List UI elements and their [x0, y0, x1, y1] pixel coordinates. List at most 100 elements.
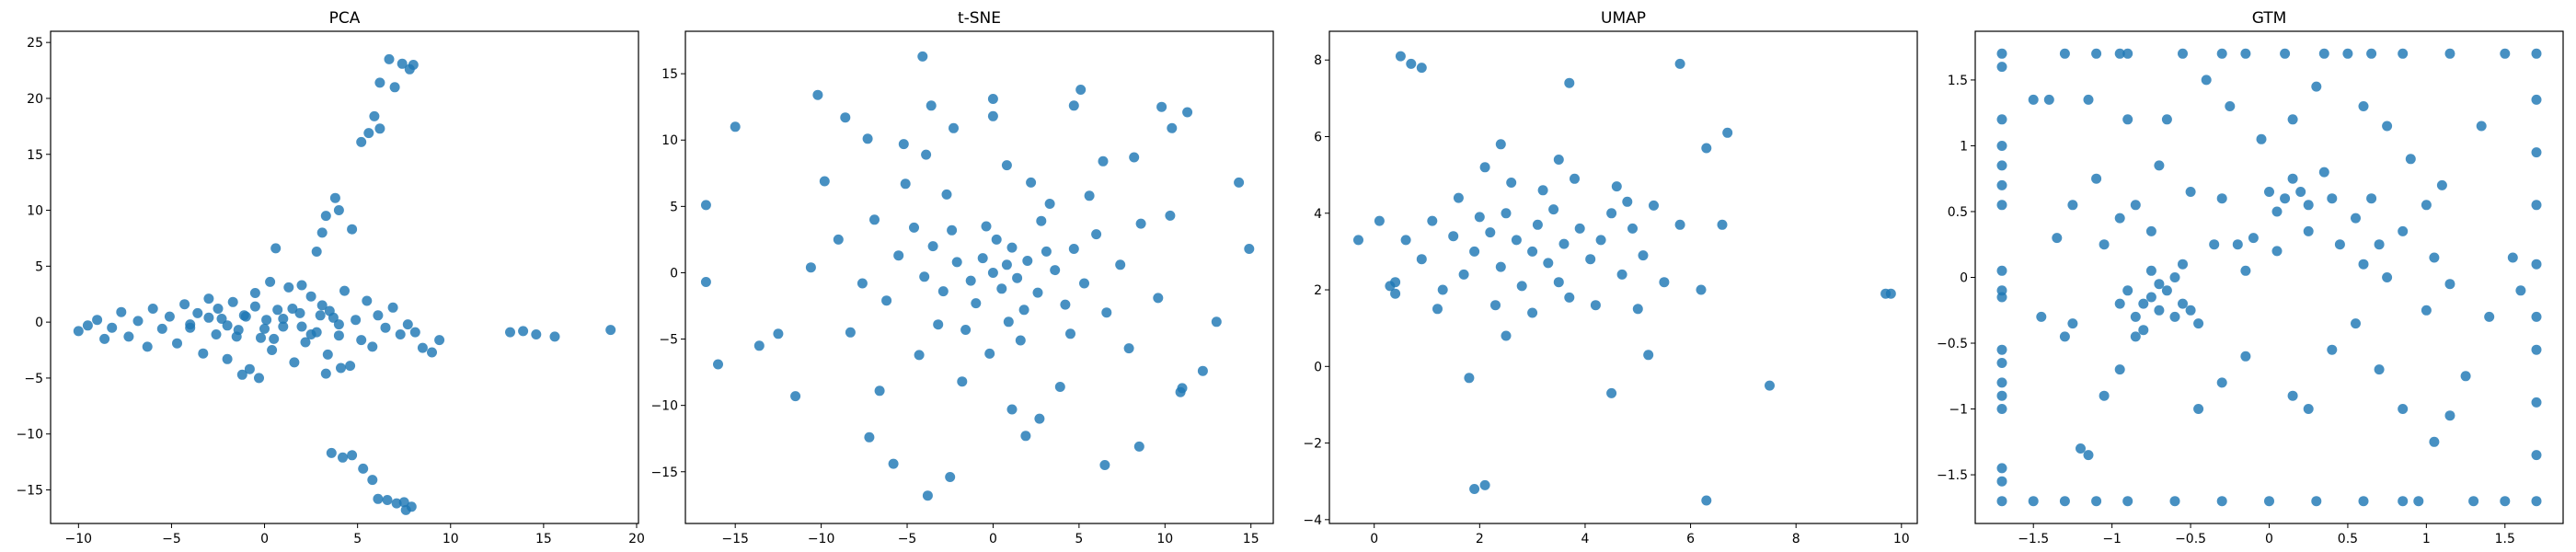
scatter-point	[2295, 187, 2306, 197]
scatter-point	[1022, 256, 1033, 266]
scatter-point	[296, 321, 307, 332]
scatter-point	[1590, 300, 1601, 311]
scatter-point	[1564, 292, 1575, 303]
scatter-point	[833, 234, 844, 245]
y-tick-label: 15	[661, 67, 678, 82]
scatter-point	[2028, 496, 2039, 507]
scatter-point	[971, 298, 982, 309]
scatter-point	[1495, 261, 1506, 272]
scatter-point	[249, 301, 260, 312]
scatter-point	[864, 431, 875, 443]
scatter-point	[132, 316, 144, 327]
y-tick-label: 10	[27, 204, 43, 219]
scatter-point	[1606, 208, 1617, 219]
scatter-point	[951, 257, 962, 268]
scatter-point	[2342, 48, 2353, 59]
x-tick-label: 10	[1893, 532, 1910, 546]
scatter-point	[311, 247, 322, 257]
scatter-point	[2413, 496, 2424, 507]
scatter-point	[395, 329, 406, 339]
scatter-point	[1511, 235, 1522, 246]
scatter-point	[2366, 193, 2377, 204]
x-tick-label: 10	[443, 532, 459, 546]
scatter-point	[1084, 190, 1095, 201]
scatter-point	[254, 373, 264, 384]
scatter-point	[211, 329, 222, 339]
scatter-point	[2280, 48, 2291, 59]
scatter-point	[2138, 298, 2149, 309]
scatter-point	[1001, 259, 1012, 270]
axes-frame	[1974, 30, 2564, 524]
scatter-point	[700, 277, 711, 287]
scatter-point	[2154, 160, 2165, 171]
scatter-point	[363, 128, 374, 139]
scatter-point	[358, 463, 369, 474]
scatter-point	[1065, 328, 1075, 339]
scatter-point	[2130, 200, 2141, 211]
scatter-point	[1133, 441, 1144, 452]
scatter-point	[369, 110, 380, 121]
scatter-point	[374, 77, 385, 88]
scatter-point	[1659, 277, 1670, 288]
scatter-point	[1485, 227, 1496, 238]
scatter-point	[2216, 193, 2227, 204]
scatter-point	[1395, 51, 1406, 62]
scatter-point	[2122, 285, 2133, 296]
scatter-point	[2436, 179, 2447, 190]
scatter-point	[812, 89, 823, 100]
axes-frame	[684, 30, 1274, 524]
scatter-point	[1996, 62, 2007, 73]
scatter-point	[2303, 225, 2314, 236]
scatter-point	[2059, 331, 2070, 342]
scatter-point	[1129, 152, 1140, 163]
scatter-point	[265, 276, 276, 287]
scatter-point	[427, 347, 437, 358]
scatter-point	[216, 314, 227, 324]
scatter-point	[333, 205, 344, 215]
scatter-point	[987, 268, 998, 278]
y-tick-label: 6	[1314, 130, 1322, 144]
scatter-point	[1054, 382, 1065, 392]
scatter-point	[2366, 48, 2377, 59]
scatter-point	[2145, 225, 2156, 236]
scatter-point	[1996, 377, 2007, 388]
scatter-point	[2358, 101, 2369, 111]
points-group	[1996, 48, 2542, 507]
scatter-point	[2271, 246, 2283, 257]
scatter-point	[2303, 200, 2314, 211]
scatter-point	[2114, 213, 2125, 224]
x-tick-label: −1.5	[2018, 532, 2049, 546]
scatter-point	[409, 327, 420, 338]
scatter-point	[2303, 404, 2314, 414]
scatter-point	[926, 100, 937, 111]
scatter-point	[2351, 213, 2361, 224]
scatter-point	[2114, 48, 2125, 59]
scatter-point	[1385, 281, 1396, 292]
scatter-point	[278, 321, 289, 332]
scatter-point	[289, 357, 300, 368]
x-tick-label: 1	[2422, 532, 2431, 546]
chart-title: PCA	[329, 9, 361, 28]
scatter-point	[107, 322, 118, 333]
scatter-point	[305, 329, 316, 339]
scatter-point	[192, 307, 203, 318]
scatter-point	[1996, 48, 2007, 59]
scatter-point	[1996, 200, 2007, 211]
scatter-point	[351, 315, 362, 326]
scatter-point	[296, 280, 307, 291]
scatter-point	[2468, 496, 2479, 507]
scatter-point	[402, 319, 413, 330]
scatter-point	[1099, 460, 1110, 470]
scatter-point	[164, 311, 175, 322]
scatter-point	[1153, 293, 1164, 304]
scatter-point	[1696, 284, 1707, 295]
scatter-point	[917, 51, 928, 62]
scatter-point	[99, 333, 110, 344]
scatter-point	[2076, 443, 2086, 454]
scatter-point	[2531, 48, 2542, 59]
scatter-point	[1674, 58, 1685, 69]
y-tick-label: 20	[27, 92, 43, 107]
axes-frame	[50, 30, 639, 524]
x-tick-label: −15	[721, 532, 749, 546]
scatter-point	[700, 200, 711, 211]
